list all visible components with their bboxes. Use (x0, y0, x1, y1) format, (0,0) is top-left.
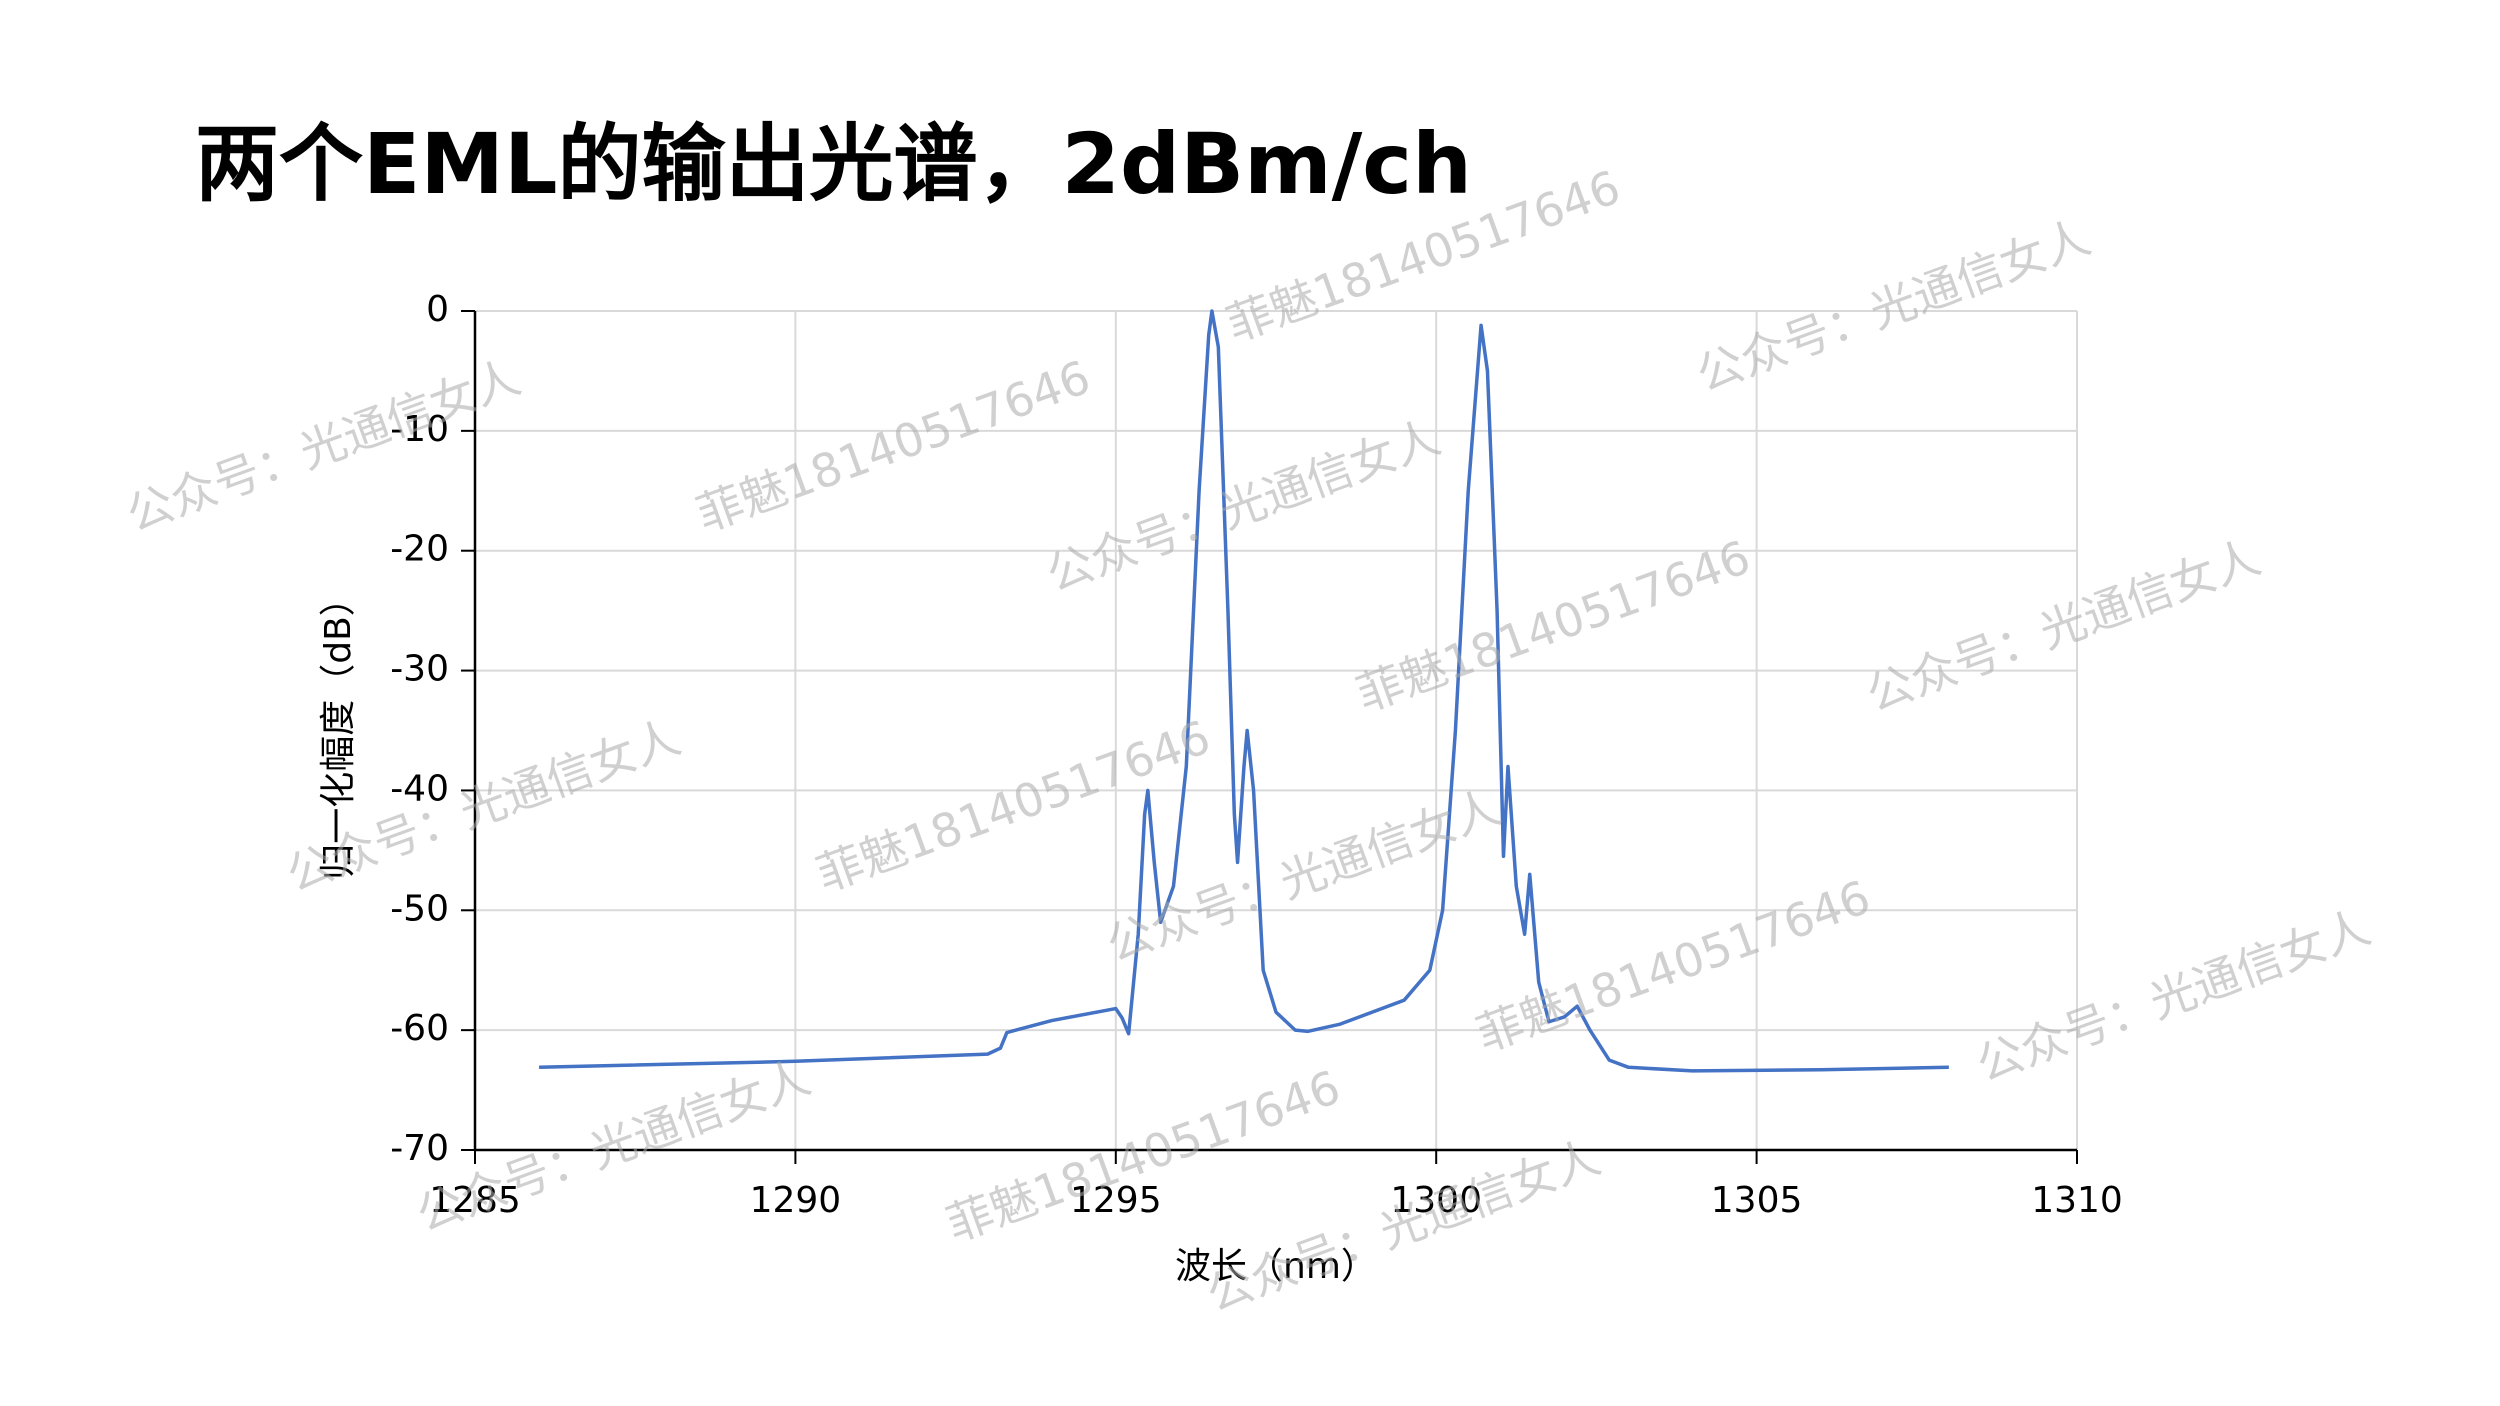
watermark: 公众号：光通信女人 (1040, 410, 1448, 602)
watermark: 公众号：光通信女人 (1970, 900, 2378, 1092)
y-tick-label: 0 (426, 289, 449, 330)
y-tick-label: -50 (390, 888, 449, 929)
watermark: 菲魅18140517646 (1350, 530, 1757, 722)
y-tick-label: -30 (390, 649, 449, 690)
watermark: 公众号：光通信女人 (120, 350, 528, 542)
x-tick-label: 1305 (1711, 1180, 1803, 1221)
y-axis-label: 归一化幅度（dB） (318, 580, 359, 880)
x-axis-label: 波长（nm） (1175, 1246, 1377, 1287)
x-tick-label: 1300 (1390, 1180, 1482, 1221)
y-tick-label: -60 (390, 1008, 449, 1049)
y-tick-label: -20 (390, 529, 449, 570)
y-tick-label: -10 (390, 409, 449, 450)
x-tick-label: 1310 (2031, 1180, 2123, 1221)
watermark: 菲魅18140517646 (940, 1060, 1347, 1252)
chart-title: 两个EML的输出光谱，2dBm/ch (195, 115, 1472, 213)
x-tick-label: 1290 (750, 1180, 842, 1221)
watermark: 公众号：光通信女人 (1860, 530, 2268, 722)
y-tick-label: -40 (390, 768, 449, 809)
watermark: 公众号：光通信女人 (1200, 1130, 1608, 1322)
watermark: 公众号：光通信女人 (1690, 210, 2098, 402)
series-line (539, 309, 1949, 1073)
x-tick-label: 1295 (1070, 1180, 1162, 1221)
x-tick-label: 1285 (429, 1180, 521, 1221)
y-tick-label: -70 (390, 1128, 449, 1169)
watermark: 菲魅18140517646 (690, 350, 1097, 542)
